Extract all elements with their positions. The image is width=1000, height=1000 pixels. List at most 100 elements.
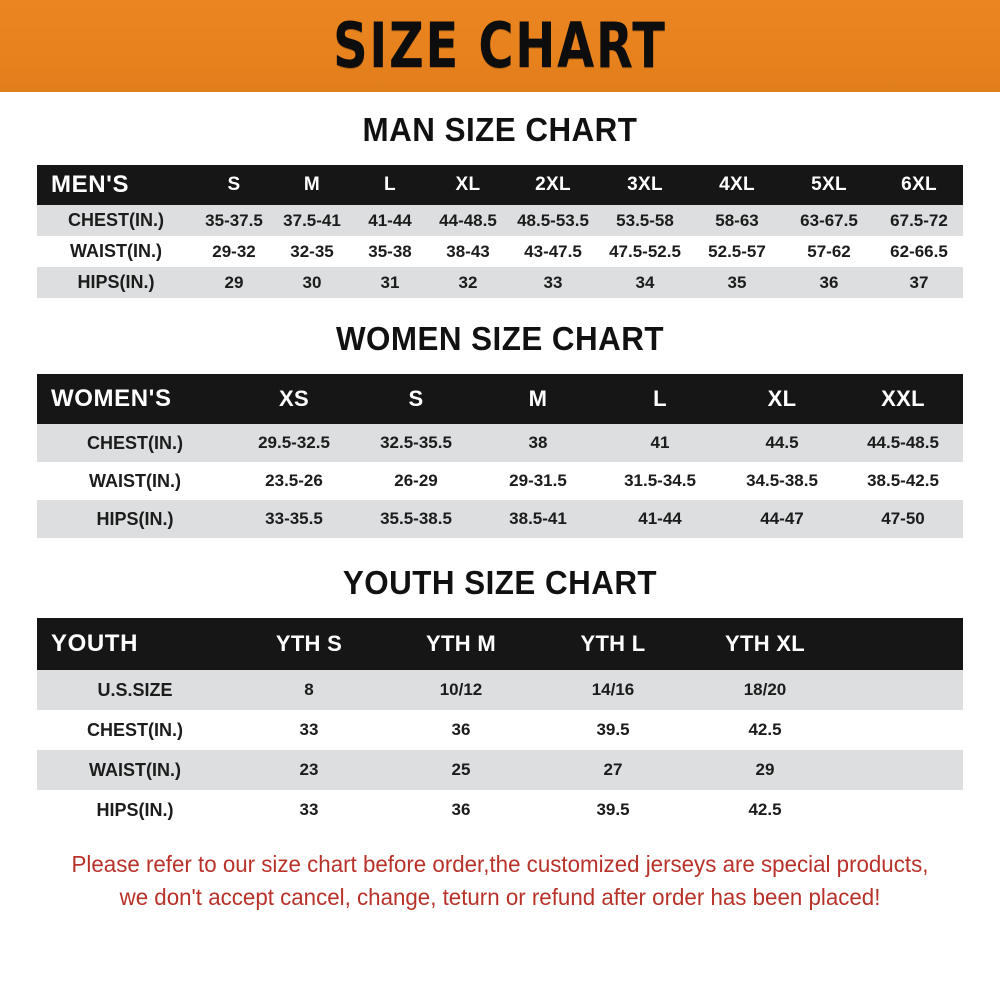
column-header-4xl: 4XL bbox=[691, 165, 783, 205]
youth-size-table: YOUTH YTH S YTH M YTH L YTH XL U.S.SIZE … bbox=[37, 618, 963, 830]
cell-spacer bbox=[841, 710, 963, 750]
table-row: HIPS(IN.) 33-35.5 35.5-38.5 38.5-41 41-4… bbox=[37, 500, 963, 538]
row-label-waist: WAIST(IN.) bbox=[37, 462, 233, 500]
cell: 36 bbox=[385, 710, 537, 750]
cell: 38 bbox=[477, 424, 599, 462]
cell: 26-29 bbox=[355, 462, 477, 500]
man-corner-label: MEN'S bbox=[37, 165, 195, 205]
cell: 44-48.5 bbox=[429, 205, 507, 236]
cell: 29 bbox=[195, 267, 273, 298]
cell: 48.5-53.5 bbox=[507, 205, 599, 236]
header-row: MEN'S S M L XL 2XL 3XL 4XL 5XL 6XL bbox=[37, 165, 963, 205]
cell: 47.5-52.5 bbox=[599, 236, 691, 267]
table-row: CHEST(IN.) 29.5-32.5 32.5-35.5 38 41 44.… bbox=[37, 424, 963, 462]
column-header-yth-l: YTH L bbox=[537, 618, 689, 670]
row-label-chest: CHEST(IN.) bbox=[37, 424, 233, 462]
cell: 53.5-58 bbox=[599, 205, 691, 236]
table-row: CHEST(IN.) 35-37.5 37.5-41 41-44 44-48.5… bbox=[37, 205, 963, 236]
table-row: WAIST(IN.) 29-32 32-35 35-38 38-43 43-47… bbox=[37, 236, 963, 267]
cell-spacer bbox=[841, 750, 963, 790]
cell: 33 bbox=[233, 790, 385, 830]
column-header-xl: XL bbox=[721, 374, 843, 424]
youth-section-title: YOUTH SIZE CHART bbox=[342, 564, 658, 601]
row-label-chest: CHEST(IN.) bbox=[37, 205, 195, 236]
cell: 35.5-38.5 bbox=[355, 500, 477, 538]
cell: 29-32 bbox=[195, 236, 273, 267]
women-section-title: WOMEN SIZE CHART bbox=[335, 320, 665, 357]
cell: 38.5-41 bbox=[477, 500, 599, 538]
column-header-6xl: 6XL bbox=[875, 165, 963, 205]
column-header-s: S bbox=[195, 165, 273, 205]
column-header-m: M bbox=[477, 374, 599, 424]
column-header-l: L bbox=[599, 374, 721, 424]
cell: 31 bbox=[351, 267, 429, 298]
row-label-waist: WAIST(IN.) bbox=[37, 236, 195, 267]
cell: 10/12 bbox=[385, 670, 537, 710]
row-label-hips: HIPS(IN.) bbox=[37, 790, 233, 830]
youth-corner-label: YOUTH bbox=[37, 618, 233, 670]
cell: 38-43 bbox=[429, 236, 507, 267]
man-table-body: CHEST(IN.) 35-37.5 37.5-41 41-44 44-48.5… bbox=[37, 205, 963, 298]
cell: 44-47 bbox=[721, 500, 843, 538]
order-policy-note: Please refer to our size chart before or… bbox=[39, 848, 961, 913]
cell: 37.5-41 bbox=[273, 205, 351, 236]
cell: 39.5 bbox=[537, 790, 689, 830]
cell: 57-62 bbox=[783, 236, 875, 267]
cell: 29 bbox=[689, 750, 841, 790]
cell: 62-66.5 bbox=[875, 236, 963, 267]
row-label-waist: WAIST(IN.) bbox=[37, 750, 233, 790]
cell: 58-63 bbox=[691, 205, 783, 236]
cell: 35 bbox=[691, 267, 783, 298]
cell: 41-44 bbox=[599, 500, 721, 538]
column-header-xs: XS bbox=[233, 374, 355, 424]
page-title: SIZE CHART bbox=[333, 9, 667, 82]
column-header-yth-s: YTH S bbox=[233, 618, 385, 670]
row-label-chest: CHEST(IN.) bbox=[37, 710, 233, 750]
column-header-3xl: 3XL bbox=[599, 165, 691, 205]
youth-table-body: U.S.SIZE 8 10/12 14/16 18/20 CHEST(IN.) … bbox=[37, 670, 963, 830]
cell: 30 bbox=[273, 267, 351, 298]
cell: 32-35 bbox=[273, 236, 351, 267]
man-table-header: MEN'S S M L XL 2XL 3XL 4XL 5XL 6XL bbox=[37, 165, 963, 205]
column-header-yth-m: YTH M bbox=[385, 618, 537, 670]
cell: 34 bbox=[599, 267, 691, 298]
table-row: U.S.SIZE 8 10/12 14/16 18/20 bbox=[37, 670, 963, 710]
cell: 35-37.5 bbox=[195, 205, 273, 236]
cell: 33 bbox=[507, 267, 599, 298]
youth-table-header: YOUTH YTH S YTH M YTH L YTH XL bbox=[37, 618, 963, 670]
table-row: CHEST(IN.) 33 36 39.5 42.5 bbox=[37, 710, 963, 750]
cell: 14/16 bbox=[537, 670, 689, 710]
women-table-body: CHEST(IN.) 29.5-32.5 32.5-35.5 38 41 44.… bbox=[37, 424, 963, 538]
cell: 23 bbox=[233, 750, 385, 790]
table-row: HIPS(IN.) 29 30 31 32 33 34 35 36 37 bbox=[37, 267, 963, 298]
cell: 33-35.5 bbox=[233, 500, 355, 538]
cell: 63-67.5 bbox=[783, 205, 875, 236]
table-row: WAIST(IN.) 23 25 27 29 bbox=[37, 750, 963, 790]
cell: 39.5 bbox=[537, 710, 689, 750]
cell: 41-44 bbox=[351, 205, 429, 236]
row-label-us-size: U.S.SIZE bbox=[37, 670, 233, 710]
column-header-xl: XL bbox=[429, 165, 507, 205]
cell: 31.5-34.5 bbox=[599, 462, 721, 500]
cell: 8 bbox=[233, 670, 385, 710]
header-row: YOUTH YTH S YTH M YTH L YTH XL bbox=[37, 618, 963, 670]
cell: 29.5-32.5 bbox=[233, 424, 355, 462]
column-header-l: L bbox=[351, 165, 429, 205]
cell: 36 bbox=[385, 790, 537, 830]
table-row: HIPS(IN.) 33 36 39.5 42.5 bbox=[37, 790, 963, 830]
cell: 32 bbox=[429, 267, 507, 298]
cell: 25 bbox=[385, 750, 537, 790]
cell: 44.5-48.5 bbox=[843, 424, 963, 462]
cell: 38.5-42.5 bbox=[843, 462, 963, 500]
man-size-table: MEN'S S M L XL 2XL 3XL 4XL 5XL 6XL CHEST… bbox=[37, 165, 963, 298]
cell: 41 bbox=[599, 424, 721, 462]
column-header-spacer bbox=[841, 618, 963, 670]
cell: 35-38 bbox=[351, 236, 429, 267]
women-corner-label: WOMEN'S bbox=[37, 374, 233, 424]
cell: 52.5-57 bbox=[691, 236, 783, 267]
cell: 47-50 bbox=[843, 500, 963, 538]
man-section-title: MAN SIZE CHART bbox=[362, 111, 638, 148]
row-label-hips: HIPS(IN.) bbox=[37, 267, 195, 298]
cell-spacer bbox=[841, 790, 963, 830]
column-header-2xl: 2XL bbox=[507, 165, 599, 205]
